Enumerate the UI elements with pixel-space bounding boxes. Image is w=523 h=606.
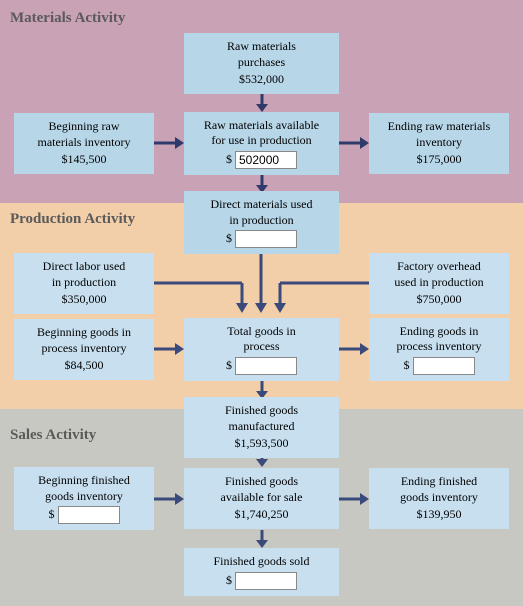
total-wip-box: Total goods in process $ [184,318,339,381]
sales-title: Sales Activity [10,427,96,444]
end-wip-box: Ending goods in process inventory $ [369,318,509,381]
label: for use in production [211,133,311,149]
arrow-right-icon [154,491,184,507]
label: goods inventory [45,489,123,505]
value: $350,000 [62,292,107,308]
label: Beginning finished [38,473,130,489]
value: $1,593,500 [235,436,289,452]
arrow-right-icon [339,491,369,507]
label: Ending raw materials [388,119,491,135]
label: inventory [416,135,462,151]
value: $1,740,250 [235,507,289,523]
direct-materials-used-box: Direct materials used in production $ [184,191,339,254]
fg-sold-box: Finished goods sold $ [184,548,339,596]
end-wip-input[interactable] [413,357,475,375]
direct-materials-used-input[interactable] [235,230,297,248]
label: in production [229,213,293,229]
value: $750,000 [417,292,462,308]
label: materials inventory [38,135,131,151]
raw-available-box: Raw materials available for use in produ… [184,112,339,175]
dollar-sign: $ [226,358,232,374]
label: Beginning raw [49,119,120,135]
label: process inventory [42,341,127,357]
label: process inventory [397,339,482,355]
arrow-right-icon [154,135,184,151]
label: used in production [394,275,483,291]
label: Ending goods in [400,324,479,340]
arrow-down-icon [252,94,272,112]
label: Finished goods [225,403,298,419]
label: goods inventory [400,490,478,506]
arrow-right-icon [339,135,369,151]
materials-title: Materials Activity [10,10,513,27]
value: $175,000 [417,152,462,168]
dollar-sign: $ [226,152,232,168]
label: Direct labor used [43,259,126,275]
value: $532,000 [239,72,284,88]
label: process [244,339,280,355]
arrow-right-icon [154,341,184,357]
dollar-sign: $ [404,358,410,374]
label: Finished goods sold [213,554,309,570]
end-fg-box: Ending finished goods inventory $139,950 [369,468,509,529]
begin-raw-inv-box: Beginning raw materials inventory $145,5… [14,113,154,174]
fg-sold-input[interactable] [235,572,297,590]
label: Raw materials available [204,118,319,134]
begin-fg-box: Beginning finished goods inventory $ [14,467,154,530]
total-wip-input[interactable] [235,357,297,375]
dollar-sign: $ [226,573,232,589]
label: Factory overhead [397,259,481,275]
raw-available-input[interactable] [235,151,297,169]
label: manufactured [229,419,295,435]
begin-wip-box: Beginning goods in process inventory $84… [14,319,154,380]
label: in production [52,275,116,291]
dollar-sign: $ [226,231,232,247]
label: Ending finished [401,474,477,490]
label: Finished goods [225,474,298,490]
factory-overhead-box: Factory overhead used in production $750… [369,253,509,314]
label: Beginning goods in [37,325,131,341]
fg-available-box: Finished goods available for sale $1,740… [184,468,339,529]
arrow-down-icon [252,530,272,548]
direct-labor-box: Direct labor used in production $350,000 [14,253,154,314]
label: purchases [238,55,285,71]
dollar-sign: $ [49,507,55,523]
raw-purchases-box: Raw materials purchases $532,000 [184,33,339,94]
value: $84,500 [65,358,104,374]
end-raw-inv-box: Ending raw materials inventory $175,000 [369,113,509,174]
value: $139,950 [417,507,462,523]
materials-section: Materials Activity Raw materials purchas… [0,0,523,203]
label: available for sale [221,490,303,506]
value: $145,500 [62,152,107,168]
begin-fg-input[interactable] [58,506,120,524]
label: Raw materials [227,39,296,55]
arrow-right-icon [339,341,369,357]
label: Total goods in [227,324,296,340]
label: Direct materials used [211,197,313,213]
fg-manufactured-box: Finished goods manufactured $1,593,500 [184,397,339,458]
production-title: Production Activity [10,211,135,228]
